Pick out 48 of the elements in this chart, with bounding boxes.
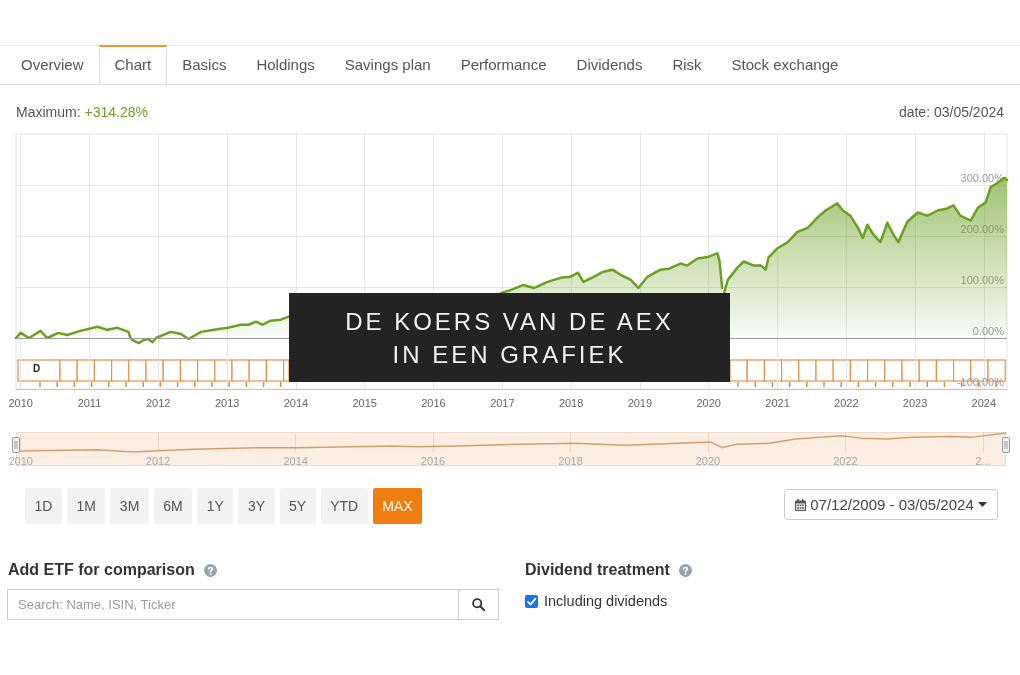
x-tick-label: 2023 bbox=[902, 396, 928, 409]
text: Dividend treatment bbox=[525, 560, 670, 580]
text: DE KOERS VAN DE AEX IN EEN GRAFIEK bbox=[344, 306, 675, 370]
checkbox[interactable] bbox=[525, 594, 538, 608]
y-tick-label: 100.00% bbox=[960, 273, 1005, 286]
period-button[interactable]: 5Y bbox=[279, 488, 316, 524]
text: Including dividends bbox=[544, 593, 668, 609]
text: Maximum: +314.28% bbox=[16, 104, 148, 121]
x-tick-label: 2017 bbox=[490, 396, 515, 409]
slider-handle[interactable] bbox=[12, 437, 20, 453]
annotation: D bbox=[33, 363, 41, 375]
x-tick-label: 2... bbox=[975, 454, 991, 467]
text: date: 03/05/2024 bbox=[898, 104, 1004, 121]
x-tick-label: 2019 bbox=[627, 396, 653, 409]
x-tick-label: 2022 bbox=[833, 454, 858, 467]
y-tick-label: 300.00% bbox=[960, 171, 1005, 184]
x-tick-label: 2021 bbox=[765, 396, 790, 409]
period-button[interactable]: YTD bbox=[320, 488, 368, 524]
x-tick-label: 2014 bbox=[283, 454, 308, 467]
x-tick-label: 2014 bbox=[283, 396, 309, 409]
x-tick-label: 2012 bbox=[145, 396, 171, 409]
x-tick-label: 2015 bbox=[352, 396, 377, 409]
y-tick-label: 0.00% bbox=[972, 324, 1005, 337]
x-tick-label: 2022 bbox=[834, 396, 859, 409]
text: Add ETF for comparison bbox=[8, 560, 195, 580]
period-button[interactable]: 1Y bbox=[197, 488, 234, 524]
period-button[interactable]: 3Y bbox=[238, 488, 275, 524]
x-tick-label: 2013 bbox=[214, 396, 240, 409]
period-button[interactable]: 1M bbox=[66, 488, 106, 524]
date-range-picker[interactable]: 07/12/2009 - 03/05/2024 bbox=[784, 489, 998, 520]
period-button[interactable]: 6M bbox=[153, 488, 193, 524]
x-tick-label: 2018 bbox=[558, 396, 584, 409]
x-tick-label: 2012 bbox=[145, 454, 171, 467]
x-tick-label: 2024 bbox=[971, 396, 997, 409]
x-tick-label: 2010 bbox=[8, 454, 33, 467]
x-tick-label: 2016 bbox=[420, 454, 446, 467]
period-button[interactable]: 1D bbox=[25, 488, 62, 524]
slider-handle[interactable] bbox=[1002, 437, 1010, 453]
y-tick-label: 200.00% bbox=[960, 222, 1005, 235]
x-tick-label: 2016 bbox=[421, 396, 446, 409]
x-tick-label: 2020 bbox=[696, 396, 721, 409]
tab[interactable]: Chart bbox=[98, 45, 168, 84]
period-button[interactable]: 3M bbox=[110, 488, 149, 524]
x-tick-label: 2018 bbox=[558, 454, 583, 467]
search-button[interactable] bbox=[458, 589, 499, 620]
x-tick-label: 2011 bbox=[77, 396, 102, 409]
x-tick-label: 2020 bbox=[695, 454, 721, 467]
x-tick-label: 2010 bbox=[8, 396, 33, 409]
